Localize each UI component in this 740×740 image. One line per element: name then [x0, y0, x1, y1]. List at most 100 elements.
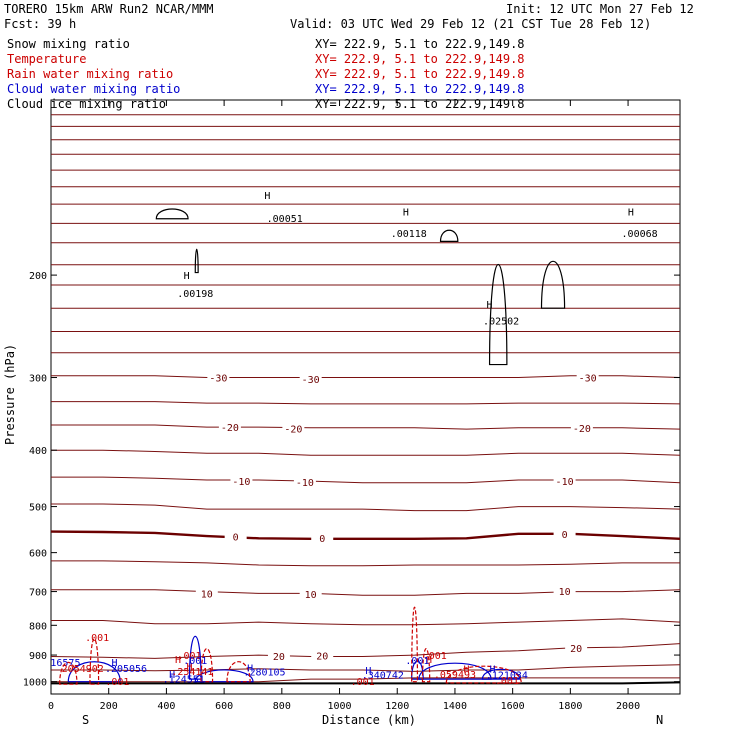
isotherm-label: 10 — [201, 589, 213, 600]
isotherm-label: 20 — [316, 652, 328, 663]
isotherm-label: -30 — [302, 375, 320, 386]
maximum-h-marker: H — [628, 208, 634, 219]
maximum-h-marker: H — [365, 666, 371, 677]
isotherm-label-bg — [553, 475, 576, 487]
rain-column-1 — [89, 638, 100, 685]
isotherm-label: -10 — [232, 477, 250, 488]
isotherm-m10 — [51, 476, 681, 484]
maximum-value-label: .00198 — [177, 289, 213, 300]
isotherm-label-bg — [553, 584, 576, 596]
x-tick-label: 600 — [215, 701, 233, 712]
maximum-value-label: 16575 — [50, 658, 80, 669]
axis-ticks: 0 200 400 600 800 1000 1200 1400 1600 1800 2000200… — [23, 100, 680, 712]
isotherm-label: -30 — [579, 374, 597, 385]
maximum-value-label: .280105 — [243, 667, 285, 678]
isotherm-label-bg — [230, 475, 253, 487]
maximum-value-label: .001 — [177, 651, 201, 662]
maximum-h-marker: H — [175, 655, 181, 666]
x-tick-label: 800 — [273, 701, 291, 712]
maximum-value-label: .001 — [351, 677, 375, 688]
isotherm-30 — [51, 677, 680, 683]
maximum-value-label: .254141 — [171, 667, 213, 678]
isotherm-label-bg — [570, 421, 593, 433]
legend-temperature-label: Temperature — [7, 52, 86, 66]
x-tick-label: 1200 — [385, 701, 409, 712]
isotherm-label-bg — [224, 530, 247, 542]
snow-contour-2 — [540, 260, 566, 309]
maximum-value-label: .001 — [85, 633, 109, 644]
maximum-h-marker: H — [426, 655, 432, 666]
isotherm-label: 10 — [559, 587, 571, 598]
maximum-value-label: .001 — [495, 676, 519, 687]
y-tick-label: 500 — [29, 503, 47, 514]
rain-column-2 — [411, 606, 419, 683]
isotherm-label: 20 — [570, 644, 582, 655]
isotherm-label: 10 — [305, 590, 317, 601]
y-tick-label: 900 — [29, 651, 47, 662]
maximum-value-label: .059493 — [434, 670, 476, 681]
maximum-h-marker: H — [247, 663, 253, 674]
legend-cloud-water-xy: XY= 222.9, 5.1 to 222.9,149.8 — [315, 82, 525, 96]
maximum-value-label: .001 — [423, 651, 447, 662]
maximum-h-marker: H — [403, 208, 409, 219]
isotherm-m5 — [51, 503, 681, 512]
legend-cloud-ice-label: Cloud ice mixing ratio — [7, 97, 166, 111]
maximum-value-label: .121034 — [486, 670, 528, 681]
isotherm-label-bg — [311, 649, 334, 661]
rain-column-4 — [200, 648, 214, 683]
isotherm-label-bg — [553, 527, 576, 539]
x-tick-label: 1400 — [443, 701, 467, 712]
contour-labels: -30 -30 -30 -20 -20 -20 -10 -10 -10 0 0 0 10 10 10 20 20… — [50, 191, 657, 688]
maximum-h-marker: H — [186, 662, 192, 673]
y-tick-label: 200 — [29, 271, 47, 282]
moisture-features — [59, 208, 566, 685]
legend-snow-label: Snow mixing ratio — [7, 37, 130, 51]
maximum-value-label: .124551 — [163, 674, 205, 685]
legend-rain-label: Rain water mixing ratio — [7, 67, 173, 81]
maximum-value-label: .00118 — [391, 229, 427, 240]
header-init: Init: 12 UTC Mon 27 Feb 12 — [506, 2, 694, 16]
isotherm-0 — [50, 530, 681, 540]
y-tick-label: 600 — [29, 549, 47, 560]
y-tick-label: 400 — [29, 446, 47, 457]
maximum-value-label: 2054902 — [62, 664, 104, 675]
isotherm-label-bg — [267, 649, 290, 661]
isotherm-label: -20 — [221, 423, 239, 434]
cloud-water-area-2 — [194, 669, 254, 683]
snow-contour-4 — [155, 208, 189, 220]
maximum-h-marker: H — [463, 665, 469, 676]
x-tick-label: 1600 — [501, 701, 525, 712]
x-tick-label: 400 — [157, 701, 175, 712]
plot-frame — [50, 99, 681, 695]
isotherm-m30 — [51, 375, 681, 378]
rain-area-1 — [59, 662, 78, 685]
isotherm-5 — [51, 560, 680, 567]
isotherm-label-bg — [207, 371, 230, 383]
y-tick-label: 700 — [29, 588, 47, 599]
x-tick-label: 0 — [48, 701, 54, 712]
isotherm-label-bg — [576, 371, 599, 383]
legend-cloud-ice-xy: XY= 222.9, 5.1 to 222.9,149.8 — [315, 97, 525, 111]
legend-cloud-water-label: Cloud water mixing ratio — [7, 82, 180, 96]
x-axis-title: Distance (km) — [322, 713, 416, 727]
isotherm-label: -20 — [284, 424, 302, 435]
isotherm-label: 0 — [319, 534, 325, 545]
maximum-value-label: .205056 — [105, 664, 147, 675]
maximum-value-label: .00068 — [622, 229, 658, 240]
isotherm-label: 0 — [562, 530, 568, 541]
isotherm-25 — [51, 664, 681, 672]
x-tick-label: 2000 — [616, 701, 640, 712]
legend-rain-xy: XY= 222.9, 5.1 to 222.9,149.8 — [315, 67, 525, 81]
y-axis-title: Pressure (hPa) — [3, 344, 17, 445]
isotherm-label-bg — [195, 587, 218, 599]
temperature-isotherms — [50, 114, 681, 685]
rain-area-2 — [226, 661, 251, 683]
endpoint-left-label: S — [82, 713, 89, 727]
maximum-h-marker: H — [111, 658, 117, 669]
maximum-value-label: .00051 — [267, 214, 303, 225]
maximum-value-label: .001 — [183, 656, 207, 667]
isotherm-label: -10 — [556, 477, 574, 488]
endpoint-right-label: N — [656, 713, 663, 727]
legend-snow-xy: XY= 222.9, 5.1 to 222.9,149.8 — [315, 37, 525, 51]
